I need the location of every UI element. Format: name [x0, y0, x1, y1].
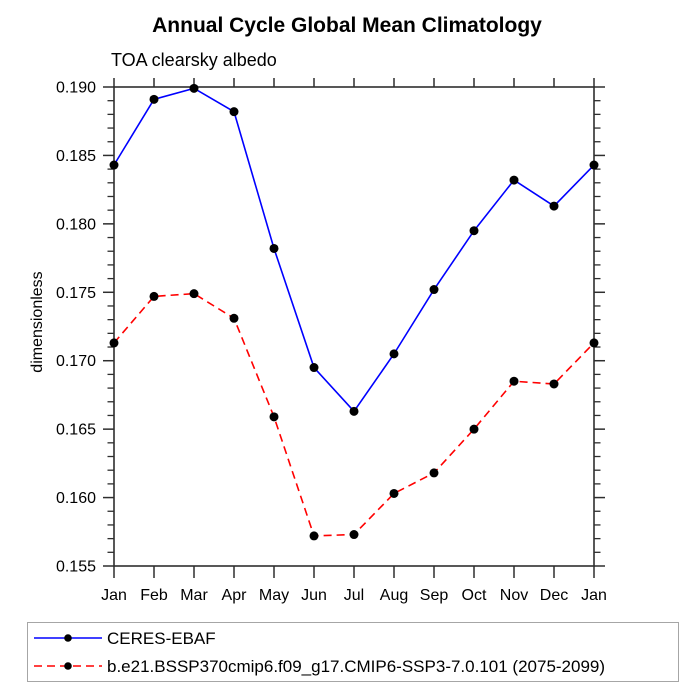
- data-point-marker: [429, 285, 439, 295]
- data-point-marker: [109, 160, 119, 170]
- x-tick-label: Nov: [500, 587, 528, 604]
- x-tick-label: Dec: [540, 587, 568, 604]
- legend-swatch-line: [34, 662, 102, 670]
- data-point-marker: [309, 531, 319, 541]
- x-tick-label: Jan: [101, 587, 127, 604]
- data-point-marker: [549, 379, 559, 389]
- x-tick-label: Mar: [180, 587, 208, 604]
- legend-item: b.e21.BSSP370cmip6.f09_g17.CMIP6-SSP3-7.…: [28, 653, 678, 679]
- legend-marker-icon: [64, 662, 72, 670]
- data-point-marker: [189, 83, 199, 93]
- data-point-marker: [509, 376, 519, 386]
- y-tick-label: 0.175: [56, 285, 96, 302]
- data-point-marker: [229, 107, 239, 117]
- data-point-marker: [149, 291, 159, 301]
- x-tick-label: Sep: [420, 587, 449, 604]
- x-tick-label: Feb: [140, 587, 168, 604]
- y-tick-label: 0.170: [56, 353, 96, 370]
- data-point-marker: [589, 338, 599, 348]
- x-tick-label: Apr: [222, 587, 248, 604]
- data-point-marker: [589, 160, 599, 170]
- legend-item: CERES-EBAF: [28, 625, 678, 651]
- chart-title: Annual Cycle Global Mean Climatology: [152, 14, 542, 37]
- data-point-marker: [349, 530, 359, 540]
- x-tick-label: Oct: [462, 587, 487, 604]
- data-point-marker: [269, 243, 279, 253]
- data-point-marker: [389, 349, 399, 359]
- data-point-marker: [189, 289, 199, 299]
- legend-marker-icon: [64, 634, 72, 642]
- data-point-marker: [309, 363, 319, 373]
- plot-frame: [113, 86, 595, 567]
- data-point-marker: [469, 424, 479, 434]
- data-point-marker: [429, 468, 439, 478]
- x-tick-label: Aug: [380, 587, 408, 604]
- y-tick-label: 0.165: [56, 422, 96, 439]
- y-tick-label: 0.155: [56, 559, 96, 576]
- data-point-marker: [509, 175, 519, 185]
- series-line: [113, 87, 595, 413]
- data-point-marker: [349, 406, 359, 416]
- legend-box: CERES-EBAF b.e21.BSSP370cmip6.f09_g17.CMI…: [27, 622, 679, 682]
- chart-subtitle: TOA clearsky albedo: [111, 50, 277, 70]
- data-point-marker: [389, 488, 399, 498]
- x-tick-label: Jan: [581, 587, 607, 604]
- data-point-marker: [109, 338, 119, 348]
- legend-swatch-line: [34, 634, 102, 642]
- x-tick-label: Jun: [301, 587, 327, 604]
- x-tick-label: May: [259, 587, 289, 604]
- data-point-marker: [549, 201, 559, 211]
- x-tick-label: Jul: [344, 587, 364, 604]
- y-tick-label: 0.160: [56, 490, 96, 507]
- y-tick-label: 0.185: [56, 148, 96, 165]
- y-tick-label: 0.180: [56, 216, 96, 233]
- legend-label: b.e21.BSSP370cmip6.f09_g17.CMIP6-SSP3-7.…: [107, 656, 606, 676]
- data-point-marker: [149, 94, 159, 104]
- data-point-marker: [469, 226, 479, 236]
- legend-label: CERES-EBAF: [107, 628, 216, 648]
- data-point-marker: [229, 313, 239, 323]
- y-tick-label: 0.190: [56, 80, 96, 97]
- data-point-marker: [269, 412, 279, 422]
